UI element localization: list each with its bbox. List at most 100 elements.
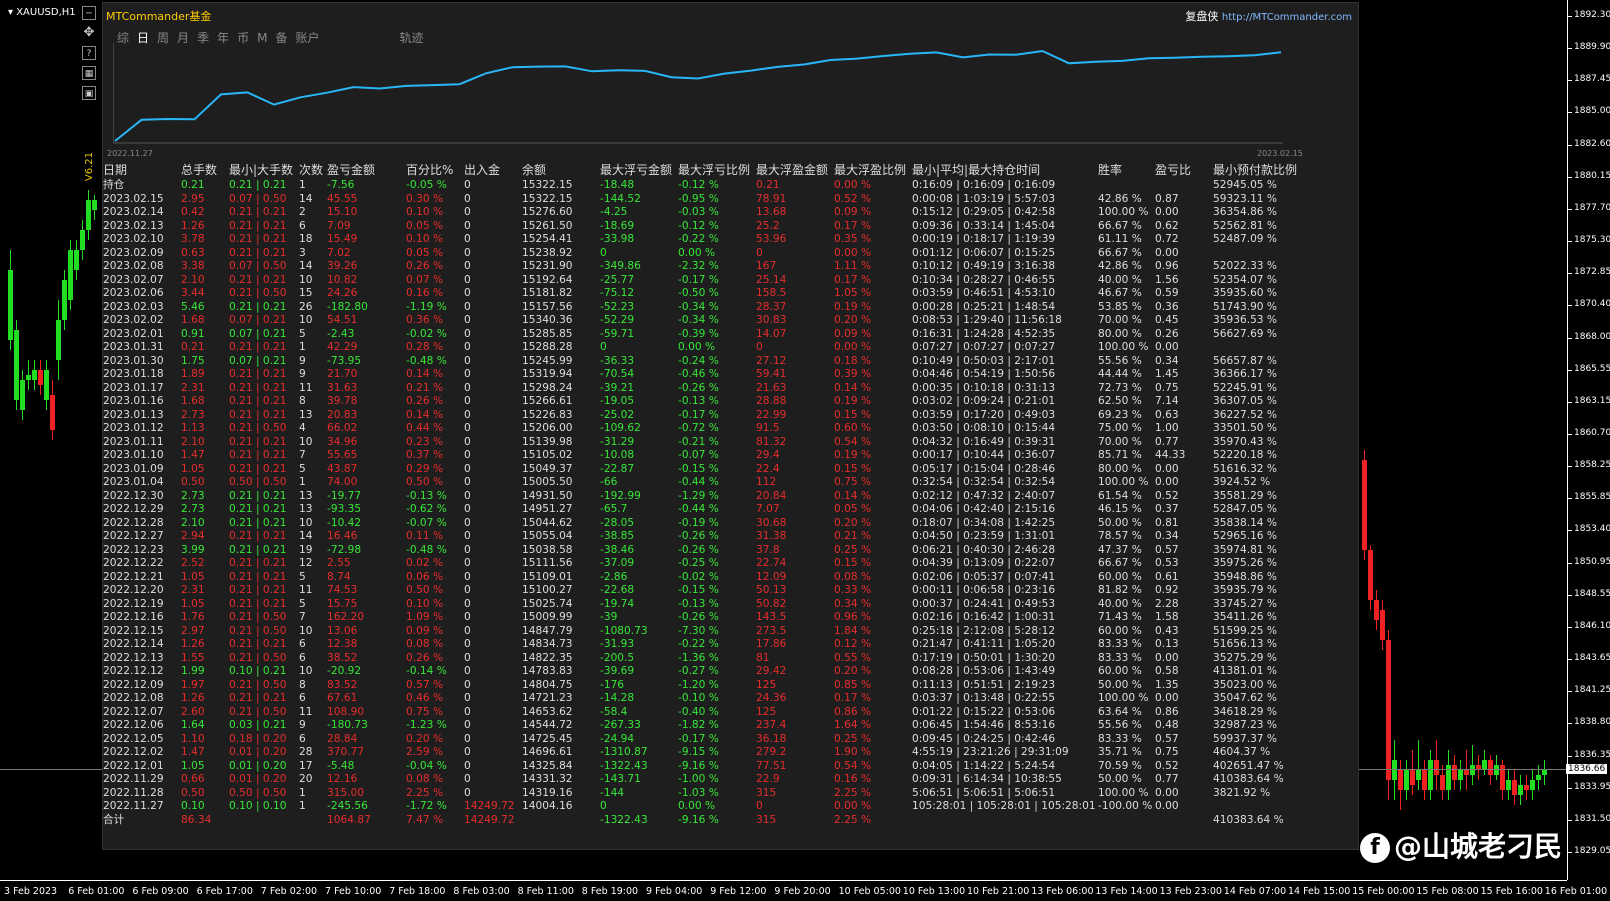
table-cell bbox=[1098, 179, 1155, 193]
table-row[interactable]: 2023.01.30 1.75 0.07 | 0.21 9 -73.95 -0.48 % 0… bbox=[103, 355, 1313, 369]
table-row[interactable]: 2023.02.13 1.26 0.21 | 0.21 6 7.09 0.05 % 0 152… bbox=[103, 220, 1313, 234]
column-header[interactable]: 百分比% bbox=[406, 163, 454, 178]
table-row[interactable]: 2023.01.11 2.10 0.21 | 0.21 10 34.96 0.23 % 0 1… bbox=[103, 436, 1313, 450]
tab-4[interactable]: 季 bbox=[197, 31, 210, 45]
table-row[interactable]: 2023.01.16 1.68 0.21 | 0.21 8 39.78 0.26 % 0 15… bbox=[103, 395, 1313, 409]
table-row[interactable]: 2023.02.10 3.78 0.21 | 0.21 18 15.49 0.10 % 0 1… bbox=[103, 233, 1313, 247]
column-header[interactable]: 出入金 bbox=[464, 163, 501, 178]
table-cell: 1.35 bbox=[1155, 678, 1179, 691]
column-header[interactable]: 余额 bbox=[522, 163, 547, 178]
column-header[interactable]: 最大浮亏比例 bbox=[678, 163, 751, 178]
table-row[interactable]: 2023.02.14 0.42 0.21 | 0.21 2 15.10 0.10 % 0 15… bbox=[103, 206, 1313, 220]
table-row[interactable]: 2022.12.21 1.05 0.21 | 0.21 5 8.74 0.06 % 0 151… bbox=[103, 571, 1313, 585]
table-cell: 52965.16 % bbox=[1213, 530, 1277, 542]
tab-2[interactable]: 周 bbox=[157, 31, 170, 45]
table-row[interactable]: 2022.12.05 1.10 0.18 | 0.20 6 28.84 0.20 % 0 14… bbox=[103, 733, 1313, 747]
table-cell: 0:02:06 | 0:05:37 | 0:07:41 bbox=[912, 570, 1056, 583]
table-row[interactable]: 2023.01.09 1.05 0.21 | 0.21 5 43.87 0.29 % 0 15… bbox=[103, 463, 1313, 477]
table-row[interactable]: 2022.11.28 0.50 0.50 | 0.50 1 315.00 2.25 % 0 1… bbox=[103, 787, 1313, 801]
calendar-icon[interactable]: ▦ bbox=[82, 66, 96, 80]
tab-10[interactable]: 轨迹 bbox=[399, 31, 424, 45]
column-header[interactable]: 最小|大手数 bbox=[229, 163, 294, 178]
table-row[interactable]: 2022.12.07 2.60 0.21 | 0.50 11 108.90 0.75 % 0… bbox=[103, 706, 1313, 720]
table-row[interactable]: 2022.12.30 2.73 0.21 | 0.21 13 -19.77 -0.13 %… bbox=[103, 490, 1313, 504]
tab-7[interactable]: M bbox=[257, 31, 268, 45]
column-header[interactable]: 盈亏金额 bbox=[327, 163, 376, 178]
table-row[interactable]: 2023.01.13 2.73 0.21 | 0.21 13 20.83 0.14 % 0 1… bbox=[103, 409, 1313, 423]
table-row[interactable]: 2023.01.31 0.21 0.21 | 0.21 1 42.29 0.28 % 0 15… bbox=[103, 341, 1313, 355]
table-row[interactable]: 2022.12.09 1.97 0.21 | 0.50 8 83.52 0.57 % 0 14… bbox=[103, 679, 1313, 693]
table-cell: -0.15 % bbox=[678, 584, 719, 596]
table-cell: 2022.12.21 bbox=[103, 570, 164, 583]
table-cell: 0:04:50 | 0:23:59 | 1:31:01 bbox=[912, 530, 1056, 542]
help-icon[interactable]: ? bbox=[82, 46, 96, 60]
table-row[interactable]: 2023.02.15 2.95 0.07 | 0.50 14 45.55 0.30 % 0 1… bbox=[103, 193, 1313, 207]
table-row[interactable]: 2023.02.06 3.44 0.21 | 0.50 15 24.26 0.16 % 0 1… bbox=[103, 287, 1313, 301]
table-row[interactable]: 持仓 0.21 0.21 | 0.21 1 -7.56 -0.05 % 0 15322.15 -… bbox=[103, 179, 1313, 193]
table-cell: 1 bbox=[299, 179, 306, 191]
tab-9[interactable]: 账户 bbox=[295, 31, 320, 45]
table-cell: 100.00 % bbox=[1098, 341, 1149, 353]
tab-5[interactable]: 年 bbox=[217, 31, 230, 45]
table-row[interactable]: 2022.12.13 1.55 0.21 | 0.50 6 38.52 0.26 % 0 14… bbox=[103, 652, 1313, 666]
table-row[interactable]: 2022.12.12 1.99 0.10 | 0.21 10 -20.92 -0.14 %… bbox=[103, 665, 1313, 679]
table-cell: 66.67 % bbox=[1098, 557, 1142, 569]
table-row[interactable]: 2022.12.20 2.31 0.21 | 0.21 11 74.53 0.50 % 0 1… bbox=[103, 584, 1313, 598]
tab-1[interactable]: 日 bbox=[137, 31, 150, 45]
table-row[interactable]: 2022.12.19 1.05 0.21 | 0.21 5 15.75 0.10 % 0 15… bbox=[103, 598, 1313, 612]
table-row[interactable]: 2022.12.29 2.73 0.21 | 0.21 13 -93.35 -0.62 %… bbox=[103, 503, 1313, 517]
column-header[interactable]: 总手数 bbox=[181, 163, 218, 178]
table-row[interactable]: 2022.12.06 1.64 0.03 | 0.21 9 -180.73 -1.23 %… bbox=[103, 719, 1313, 733]
table-row[interactable]: 2023.02.07 2.10 0.21 | 0.21 10 10.82 0.07 % 0 1… bbox=[103, 274, 1313, 288]
column-header[interactable]: 胜率 bbox=[1098, 163, 1123, 178]
table-row[interactable]: 2023.02.08 3.38 0.07 | 0.50 14 39.26 0.26 % 0 1… bbox=[103, 260, 1313, 274]
table-row[interactable]: 2023.02.09 0.63 0.21 | 0.21 3 7.02 0.05 % 0 152… bbox=[103, 247, 1313, 261]
column-header[interactable]: 最小|平均|最大持仓时间 bbox=[912, 163, 1041, 178]
table-row[interactable]: 2022.11.29 0.66 0.01 | 0.20 20 12.16 0.08 % 0 1… bbox=[103, 773, 1313, 787]
table-row[interactable]: 2023.01.04 0.50 0.50 | 0.50 1 74.00 0.50 % 0 15… bbox=[103, 476, 1313, 490]
column-header[interactable]: 最大浮盈比例 bbox=[834, 163, 907, 178]
table-cell: 13 bbox=[299, 408, 313, 421]
tab-0[interactable]: 综 bbox=[117, 31, 130, 45]
table-row[interactable]: 2022.12.22 2.52 0.21 | 0.21 12 2.55 0.02 % 0 15… bbox=[103, 557, 1313, 571]
table-row[interactable]: 2022.12.15 2.97 0.21 | 0.50 10 13.06 0.09 % 0 1… bbox=[103, 625, 1313, 639]
table-cell: -0.17 % bbox=[678, 273, 719, 286]
table-row[interactable]: 2022.12.14 1.26 0.21 | 0.21 6 12.38 0.08 % 0 14… bbox=[103, 638, 1313, 652]
table-cell: 15319.94 bbox=[522, 368, 573, 380]
table-row[interactable]: 2023.02.02 1.68 0.07 | 0.21 10 54.51 0.36 % 0 1… bbox=[103, 314, 1313, 328]
table-cell: 52245.91 % bbox=[1213, 381, 1277, 394]
column-header[interactable]: 最小预付款比例 bbox=[1213, 163, 1298, 178]
table-row[interactable]: 2022.12.08 1.26 0.21 | 0.21 6 67.61 0.46 % 0 14… bbox=[103, 692, 1313, 706]
table-cell: -25.77 bbox=[600, 273, 635, 286]
total-row[interactable]: 合计 86.34 1064.87 7.47 % 14249.72 -1322.43 -9.1… bbox=[103, 814, 1313, 828]
table-row[interactable]: 2022.11.27 0.10 0.10 | 0.10 1 -245.56 -1.72 %… bbox=[103, 800, 1313, 814]
minimize-icon[interactable]: ─ bbox=[82, 6, 96, 20]
table-cell: 24.26 bbox=[327, 287, 358, 299]
table-row[interactable]: 2023.01.10 1.47 0.21 | 0.21 7 55.65 0.37 % 0 15… bbox=[103, 449, 1313, 463]
table-cell: -0.10 % bbox=[678, 692, 719, 704]
table-row[interactable]: 2023.01.18 1.89 0.21 | 0.21 9 21.70 0.14 % 0 15… bbox=[103, 368, 1313, 382]
table-row[interactable]: 2022.12.28 2.10 0.21 | 0.21 10 -10.42 -0.07 %… bbox=[103, 517, 1313, 531]
move-icon[interactable]: ✥ bbox=[83, 25, 95, 40]
table-row[interactable]: 2022.12.16 1.76 0.21 | 0.50 7 162.20 1.09 % 0 1… bbox=[103, 611, 1313, 625]
column-header[interactable]: 日期 bbox=[103, 163, 128, 178]
table-row[interactable]: 2023.01.17 2.31 0.21 | 0.21 11 31.63 0.21 % 0 1… bbox=[103, 382, 1313, 396]
table-row[interactable]: 2023.02.03 5.46 0.21 | 0.21 26 -182.80 -1.19 … bbox=[103, 301, 1313, 315]
column-header[interactable]: 最大浮盈金额 bbox=[756, 163, 829, 178]
website-link[interactable]: 复盘侠 http://MTCommander.com bbox=[1185, 10, 1352, 23]
column-header[interactable]: 盈亏比 bbox=[1155, 163, 1192, 178]
table-row[interactable]: 2023.02.01 0.91 0.07 | 0.21 5 -2.43 -0.02 % 0 1… bbox=[103, 328, 1313, 342]
column-header[interactable]: 最大浮亏金额 bbox=[600, 163, 673, 178]
table-row[interactable]: 2022.12.01 1.05 0.01 | 0.20 17 -5.48 -0.04 % 0… bbox=[103, 760, 1313, 774]
table-row[interactable]: 2022.12.23 3.99 0.21 | 0.21 19 -72.98 -0.48 %… bbox=[103, 544, 1313, 558]
table-row[interactable]: 2023.01.12 1.13 0.21 | 0.50 4 66.02 0.44 % 0 15… bbox=[103, 422, 1313, 436]
tab-8[interactable]: 备 bbox=[275, 31, 288, 45]
table-cell: -176 bbox=[600, 678, 625, 691]
price-chart[interactable] bbox=[0, 0, 1567, 880]
table-row[interactable]: 2022.12.27 2.94 0.21 | 0.21 14 16.46 0.11 % 0 1… bbox=[103, 530, 1313, 544]
window-icon[interactable]: ▣ bbox=[82, 86, 96, 100]
tab-3[interactable]: 月 bbox=[177, 31, 190, 45]
table-row[interactable]: 2022.12.02 1.47 0.01 | 0.20 28 370.77 2.59 % 0… bbox=[103, 746, 1313, 760]
column-header[interactable]: 次数 bbox=[299, 163, 324, 178]
tab-6[interactable]: 币 bbox=[237, 31, 250, 45]
